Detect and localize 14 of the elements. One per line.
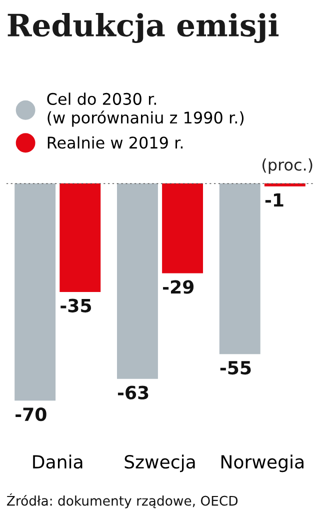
data-label: -70 [16, 408, 46, 422]
text: Źródła: dokumenty rządowe, OECD [6, 493, 238, 508]
data-label: -63 [118, 386, 148, 400]
chart-title: Redukcja emisji [8, 12, 279, 43]
data-label: -1 [265, 193, 284, 207]
legend-label: Realnie w 2019 r. [48, 136, 183, 149]
data-label: -35 [60, 298, 92, 312]
data-label: -29 [163, 280, 194, 294]
legend-label: Cel do 2030 r. (w porównaniu z 1990 r.) [47, 92, 244, 127]
x-tick-label: Szwecja [124, 454, 195, 472]
data-label: -55 [220, 361, 251, 375]
x-tick-label: Dania [33, 454, 82, 469]
x-tick-label: Norwegia [221, 454, 304, 472]
text: (proc.) [262, 158, 312, 174]
